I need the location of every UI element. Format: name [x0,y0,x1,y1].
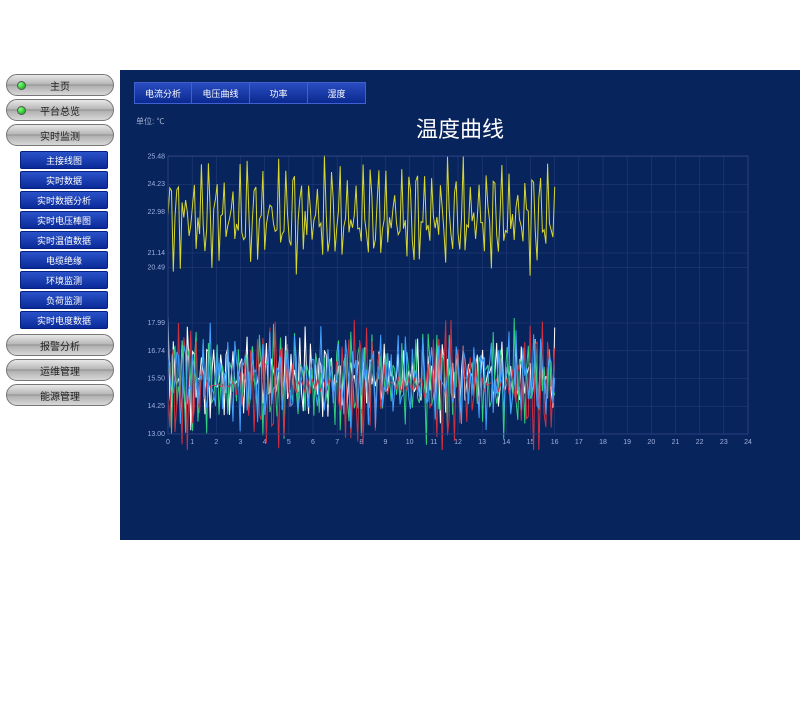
svg-text:2: 2 [214,439,218,446]
status-dot-icon [17,106,26,115]
svg-text:9: 9 [384,439,388,446]
svg-text:17.99: 17.99 [147,320,165,327]
svg-text:22: 22 [696,439,704,446]
svg-text:18: 18 [599,439,607,446]
svg-text:12: 12 [454,439,462,446]
chart-title: 温度曲线 [134,112,786,144]
nav-pill-label: 实时监测 [40,128,80,143]
sidebar-sub-item-5[interactable]: 电缆绝缘 [20,251,108,269]
nav-pill-bottom-1[interactable]: 运维管理 [6,359,114,381]
nav-pill-2[interactable]: 实时监测 [6,124,114,146]
svg-text:14.25: 14.25 [147,403,165,410]
svg-text:5: 5 [287,439,291,446]
svg-text:1: 1 [190,439,194,446]
sidebar-sub-item-4[interactable]: 实时温值数据 [20,231,108,249]
sidebar-sub-item-7[interactable]: 负荷监测 [20,291,108,309]
svg-text:14: 14 [502,439,510,446]
svg-text:7: 7 [335,439,339,446]
svg-text:21: 21 [672,439,680,446]
unit-label: 单位: ℃ [136,116,164,127]
chart-area: 单位: ℃ 温度曲线 25.48 24.23 22.98 21.14 20.49 17.9… [134,112,786,530]
temperature-chart: 25.48 24.23 22.98 21.14 20.49 17.99 16.74 15.50… [134,150,754,450]
sidebar: 主页 平台总览 实时监测 主接线图实时数据实时数据分析实时电压棒图实时温值数据电… [0,70,120,540]
nav-pill-0[interactable]: 主页 [6,74,114,96]
main-panel: 电流分析电压曲线功率湿度 单位: ℃ 温度曲线 25.4824.2322.982… [120,70,800,540]
sidebar-sub-item-8[interactable]: 实时电度数据 [20,311,108,329]
svg-text:16: 16 [551,439,559,446]
svg-text:23: 23 [720,439,728,446]
tab-3[interactable]: 湿度 [308,82,366,104]
svg-text:20.49: 20.49 [147,264,165,271]
sidebar-sub-item-6[interactable]: 环境监测 [20,271,108,289]
nav-pill-bottom-2[interactable]: 能源管理 [6,384,114,406]
svg-text:15.50: 15.50 [147,375,165,382]
svg-text:0: 0 [166,439,170,446]
app-root: 主页 平台总览 实时监测 主接线图实时数据实时数据分析实时电压棒图实时温值数据电… [0,70,800,540]
svg-text:21.14: 21.14 [147,250,165,257]
sidebar-sub-item-3[interactable]: 实时电压棒图 [20,211,108,229]
svg-text:17: 17 [575,439,583,446]
svg-text:3: 3 [239,439,243,446]
tab-1[interactable]: 电压曲线 [192,82,250,104]
svg-text:13.00: 13.00 [147,431,165,438]
nav-pill-bottom-0[interactable]: 报警分析 [6,334,114,356]
sidebar-sub-item-2[interactable]: 实时数据分析 [20,191,108,209]
nav-pill-label: 主页 [50,78,70,93]
sidebar-sub-item-1[interactable]: 实时数据 [20,171,108,189]
tab-0[interactable]: 电流分析 [134,82,192,104]
svg-text:24.23: 24.23 [147,181,165,188]
svg-text:19: 19 [623,439,631,446]
svg-text:25.48: 25.48 [147,153,165,160]
nav-pill-label: 平台总览 [40,103,80,118]
tab-2[interactable]: 功率 [250,82,308,104]
svg-text:13: 13 [478,439,486,446]
status-dot-icon [17,81,26,90]
svg-text:11: 11 [430,439,437,446]
svg-text:24: 24 [744,439,752,446]
svg-text:10: 10 [406,439,414,446]
svg-text:20: 20 [647,439,655,446]
nav-pill-1[interactable]: 平台总览 [6,99,114,121]
svg-text:22.98: 22.98 [147,209,165,216]
svg-text:16.74: 16.74 [147,348,165,355]
tab-bar: 电流分析电压曲线功率湿度 [134,82,786,104]
sidebar-sub-item-0[interactable]: 主接线图 [20,151,108,169]
svg-text:6: 6 [311,439,315,446]
